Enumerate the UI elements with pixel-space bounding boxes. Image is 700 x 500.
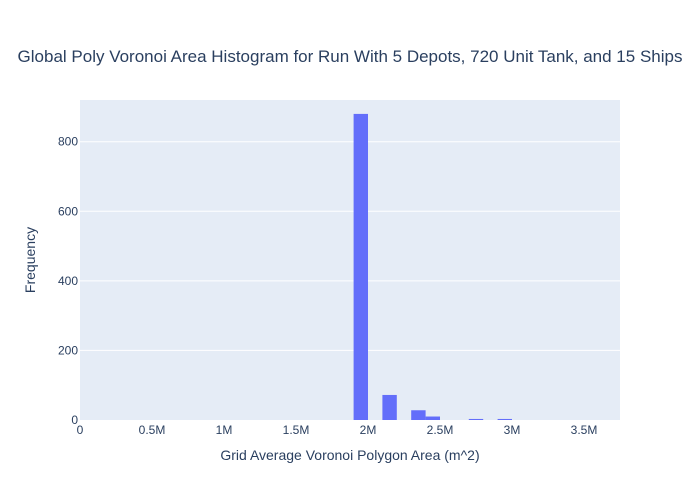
y-tick-label: 0 (71, 413, 78, 427)
x-axis-ticks: 0 0.5M 1M 1.5M 2M 2.5M 3M 3.5M (77, 423, 598, 437)
histogram-bar[interactable] (353, 113, 368, 421)
histogram-bars (353, 113, 512, 421)
x-tick-label: 0 (77, 423, 84, 437)
histogram-bar[interactable] (382, 394, 397, 420)
x-tick-label: 0.5M (139, 423, 166, 437)
x-tick-label: 3M (504, 423, 521, 437)
x-tick-label: 2M (360, 423, 377, 437)
gridlines (80, 141, 620, 351)
x-axis-title: Grid Average Voronoi Polygon Area (m^2) (220, 447, 479, 463)
y-axis-title: Frequency (22, 227, 38, 293)
histogram-bar[interactable] (411, 410, 426, 420)
x-tick-label: 2.5M (427, 423, 454, 437)
y-tick-label: 200 (58, 343, 78, 357)
y-tick-label: 800 (58, 135, 78, 149)
y-tick-label: 600 (58, 204, 78, 218)
x-tick-label: 3.5M (571, 423, 598, 437)
histogram-bar[interactable] (497, 418, 512, 420)
histogram-bar[interactable] (425, 416, 440, 420)
y-axis-ticks: 0 200 400 600 800 (58, 135, 78, 427)
x-tick-label: 1.5M (283, 423, 310, 437)
chart-title: Global Poly Voronoi Area Histogram for R… (18, 47, 683, 66)
x-tick-label: 1M (216, 423, 233, 437)
y-tick-label: 400 (58, 274, 78, 288)
plot-area (80, 100, 620, 420)
histogram-bar[interactable] (468, 418, 484, 420)
